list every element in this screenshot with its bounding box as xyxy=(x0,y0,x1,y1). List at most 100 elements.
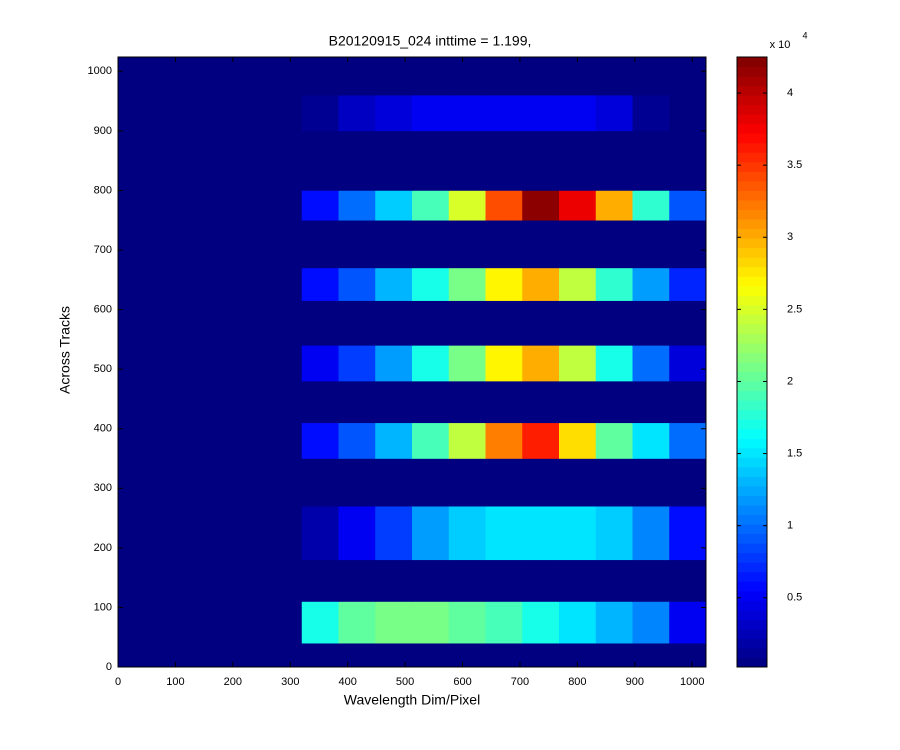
colorbar-swatch xyxy=(737,114,767,125)
heatmap-cell xyxy=(669,267,707,301)
x-tick-label: 0 xyxy=(115,676,121,688)
y-tick-label: 200 xyxy=(94,542,112,554)
heatmap-cell xyxy=(448,220,486,269)
heatmap-cell xyxy=(228,559,266,602)
colorbar-swatch xyxy=(737,104,767,115)
colorbar-swatch xyxy=(737,199,767,210)
heatmap-cell xyxy=(632,381,670,424)
heatmap-cell xyxy=(154,220,192,269)
colorbar-swatch xyxy=(737,647,767,658)
heatmap-cell xyxy=(595,422,633,459)
heatmap-cell xyxy=(632,300,670,346)
heatmap-cell xyxy=(632,601,670,644)
heatmap-cell xyxy=(154,458,192,507)
heatmap-cell xyxy=(118,57,156,96)
heatmap-cell xyxy=(301,220,339,269)
heatmap-cell xyxy=(485,95,523,132)
y-tick-label: 0 xyxy=(106,661,112,673)
heatmap-cell xyxy=(375,458,413,507)
heatmap-cell xyxy=(191,422,229,459)
heatmap-cell xyxy=(301,381,339,424)
heatmap-cell xyxy=(265,381,303,424)
colorbar-swatch xyxy=(737,238,767,249)
heatmap-cell xyxy=(412,458,450,507)
heatmap-cell xyxy=(118,300,156,346)
heatmap-cell xyxy=(191,57,229,96)
heatmap-cell xyxy=(375,190,413,221)
colorbar-swatch xyxy=(737,590,767,601)
heatmap-cell xyxy=(448,506,486,561)
heatmap-cell xyxy=(118,95,156,132)
chart-title: B20120915_024 inttime = 1.199, xyxy=(329,33,532,49)
heatmap-cell xyxy=(228,422,266,459)
colorbar-swatch xyxy=(737,123,767,134)
heatmap-cell xyxy=(154,190,192,221)
colorbar-swatch xyxy=(737,485,767,496)
colorbar-swatch xyxy=(737,295,767,306)
colorbar-swatch xyxy=(737,371,767,382)
heatmap-cell xyxy=(522,422,560,459)
heatmap-cell xyxy=(522,381,560,424)
y-tick-label: 100 xyxy=(94,601,112,613)
heatmap-cell xyxy=(448,643,486,668)
colorbar-swatch xyxy=(737,533,767,544)
heatmap-cell xyxy=(301,190,339,221)
heatmap-cell xyxy=(154,601,192,644)
heatmap-cell xyxy=(301,57,339,96)
heatmap-cell xyxy=(338,220,376,269)
colorbar-frame xyxy=(736,56,768,668)
heatmap-cell xyxy=(191,130,229,191)
heatmap-cell xyxy=(559,559,597,602)
colorbar-swatch xyxy=(737,190,767,201)
heatmap-cell xyxy=(375,643,413,668)
colorbar-swatch xyxy=(737,628,767,639)
y-tick-label: 400 xyxy=(94,423,112,435)
colorbar-swatch xyxy=(737,438,767,449)
colorbar-swatch xyxy=(737,514,767,525)
heatmap-cell xyxy=(338,601,376,644)
colorbar-swatch xyxy=(737,457,767,468)
heatmap-cell xyxy=(118,643,156,668)
colorbar-swatch xyxy=(737,524,767,535)
heatmap-cell xyxy=(228,381,266,424)
heatmap-cell xyxy=(632,220,670,269)
heatmap-cell xyxy=(485,458,523,507)
heatmap-cell xyxy=(522,506,560,561)
heatmap-cell xyxy=(412,643,450,668)
heatmap-cell xyxy=(265,95,303,132)
heatmap-cell xyxy=(448,57,486,96)
heatmap-cell xyxy=(559,95,597,132)
colorbar-swatch xyxy=(737,400,767,411)
heatmap-cell xyxy=(118,190,156,221)
heatmap-cell xyxy=(669,95,707,132)
heatmap-cell xyxy=(301,267,339,301)
heatmap-cell xyxy=(191,506,229,561)
colorbar-swatch xyxy=(737,304,767,315)
colorbar-exponent: 4 xyxy=(802,30,807,40)
heatmap-cell xyxy=(669,220,707,269)
heatmap-cell xyxy=(118,506,156,561)
heatmap-cell xyxy=(669,345,707,382)
colorbar-swatch xyxy=(737,152,767,163)
heatmap-cell xyxy=(338,130,376,191)
heatmap-cell xyxy=(375,220,413,269)
heatmap-cell xyxy=(595,130,633,191)
heatmap-cell xyxy=(375,422,413,459)
heatmap-cell xyxy=(485,190,523,221)
heatmap-cell xyxy=(118,601,156,644)
heatmap-cell xyxy=(338,300,376,346)
y-tick-label: 600 xyxy=(94,303,112,315)
heatmap-cell xyxy=(412,267,450,301)
heatmap-cell xyxy=(154,381,192,424)
heatmap-cell xyxy=(485,220,523,269)
heatmap-cell xyxy=(522,300,560,346)
heatmap-cell xyxy=(485,559,523,602)
heatmap-cell xyxy=(522,643,560,668)
heatmap-cell xyxy=(595,300,633,346)
y-tick-label: 700 xyxy=(94,244,112,256)
colorbar-swatch xyxy=(737,180,767,191)
heatmap-cell xyxy=(595,190,633,221)
heatmap-cell xyxy=(669,130,707,191)
heatmap-cell xyxy=(559,267,597,301)
heatmap-cell xyxy=(301,345,339,382)
